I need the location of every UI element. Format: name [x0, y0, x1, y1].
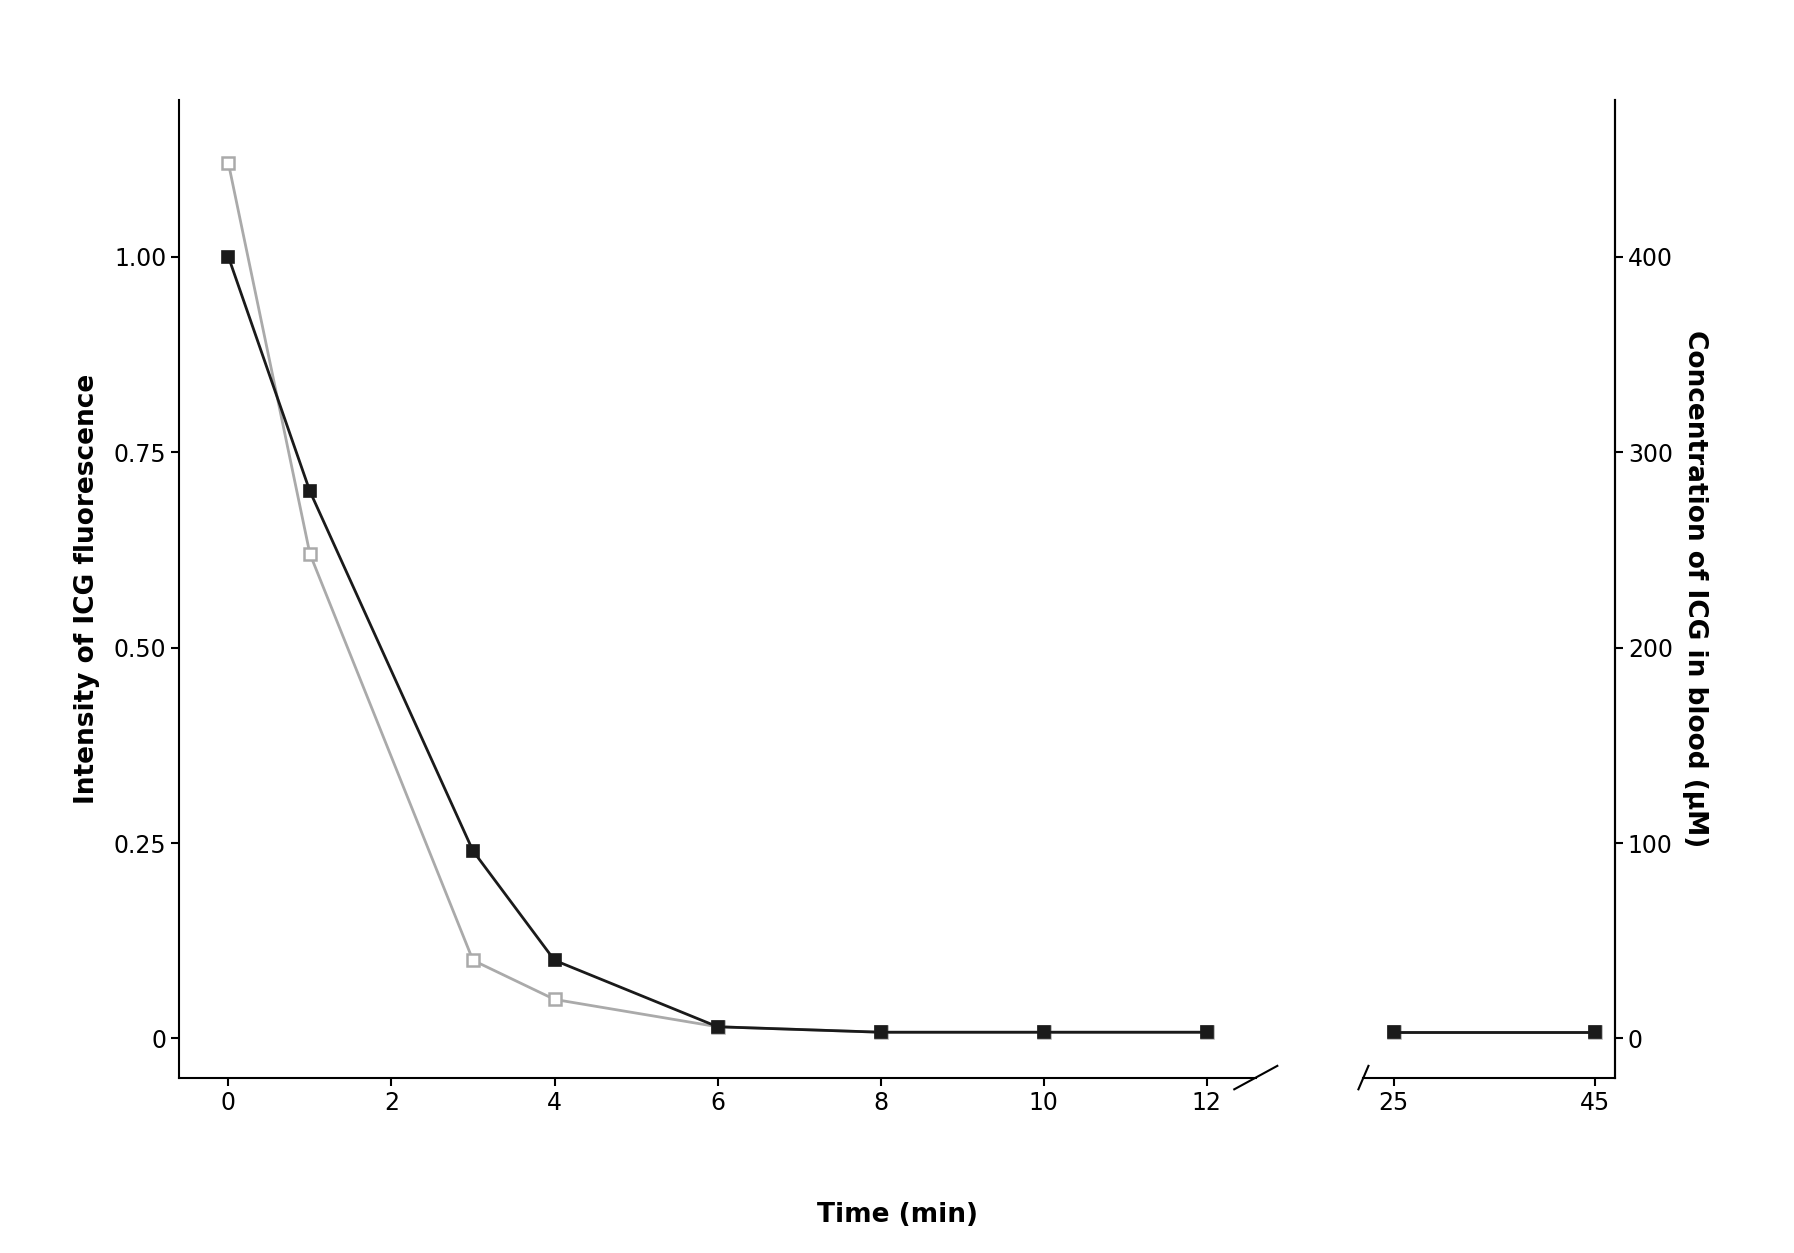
Y-axis label: Concentration of ICG in blood (μM): Concentration of ICG in blood (μM) [1681, 331, 1708, 847]
Y-axis label: Intensity of ICG fluorescence: Intensity of ICG fluorescence [74, 373, 100, 804]
Text: Time (min): Time (min) [816, 1203, 978, 1228]
